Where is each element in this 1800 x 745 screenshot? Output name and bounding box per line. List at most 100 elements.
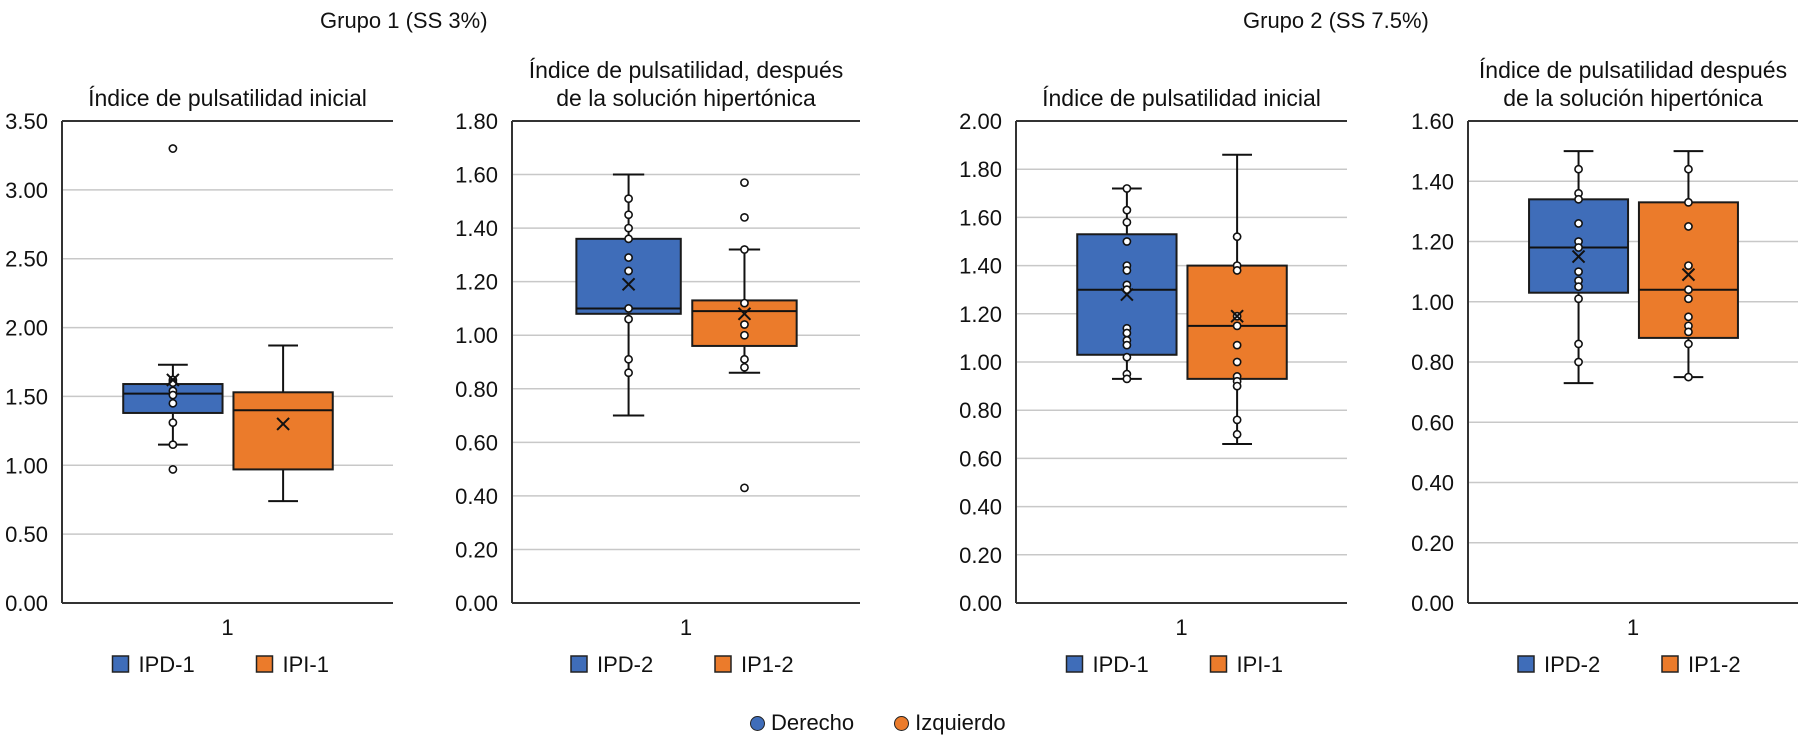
y-tick-label: 1.00 xyxy=(455,323,498,348)
legend-label: IPI-1 xyxy=(1237,652,1283,677)
x-tick-label: 1 xyxy=(680,615,692,640)
y-tick-label: 1.00 xyxy=(1411,290,1454,315)
data-point xyxy=(1574,164,1583,174)
data-point xyxy=(740,362,749,372)
legend-label-izquierdo: Izquierdo xyxy=(915,710,1006,735)
data-point xyxy=(1232,340,1242,350)
y-tick-label: 3.50 xyxy=(5,109,48,134)
y-tick-label: 0.00 xyxy=(959,591,1002,616)
y-tick-label: 1.40 xyxy=(1411,169,1454,194)
legend-swatch-ipd-1 xyxy=(1065,655,1084,673)
data-point xyxy=(624,304,633,313)
y-tick-label: 0.20 xyxy=(455,537,498,562)
group-2-title: Grupo 2 (SS 7.5%) xyxy=(1243,8,1429,33)
data-point xyxy=(168,390,178,400)
chart-title: Índice de pulsatilidad inicial xyxy=(1042,85,1321,111)
y-tick-label: 2.50 xyxy=(5,247,48,272)
legend-item-derecho: Derecho xyxy=(750,710,854,736)
y-tick-label: 2.00 xyxy=(5,316,48,341)
data-point xyxy=(1684,339,1693,349)
y-tick-label: 0.80 xyxy=(1411,350,1454,375)
data-point xyxy=(168,418,178,427)
y-tick-label: 2.00 xyxy=(959,109,1002,134)
data-point xyxy=(740,320,749,329)
y-tick-label: 0.80 xyxy=(959,398,1002,423)
data-point xyxy=(740,330,749,340)
mean-marker xyxy=(1230,309,1244,323)
y-tick-label: 0.60 xyxy=(959,446,1002,471)
data-point xyxy=(740,245,749,254)
data-point xyxy=(740,483,749,493)
data-point xyxy=(1574,219,1583,228)
data-point xyxy=(624,234,633,244)
mean-marker xyxy=(1571,249,1586,264)
data-point xyxy=(1122,266,1132,275)
y-tick-label: 0.60 xyxy=(455,430,498,455)
data-point xyxy=(1684,294,1693,304)
data-point xyxy=(1684,261,1693,270)
legend-label: IPI-1 xyxy=(283,652,329,677)
data-point xyxy=(1684,285,1693,295)
data-point xyxy=(168,440,178,450)
chart-title-line-1: Índice de pulsatilidad después xyxy=(1479,57,1787,83)
data-point xyxy=(1574,339,1583,349)
chart-title: Índice de pulsatilidad inicial xyxy=(88,85,367,111)
data-point xyxy=(1684,164,1693,174)
data-point xyxy=(624,194,633,204)
data-point xyxy=(168,465,178,474)
y-tick-label: 0.40 xyxy=(1411,471,1454,496)
y-tick-label: 1.00 xyxy=(5,453,48,478)
data-point xyxy=(1122,352,1132,362)
data-point xyxy=(740,298,749,308)
chart-title-line-1: Índice de pulsatilidad, después xyxy=(529,57,844,83)
x-tick-label: 1 xyxy=(1627,615,1639,640)
data-point xyxy=(1122,374,1132,384)
legend-label: IPD-1 xyxy=(1093,652,1149,677)
legend-label: IP1-2 xyxy=(741,652,794,677)
data-point xyxy=(624,314,633,324)
data-point xyxy=(1232,232,1242,242)
data-point xyxy=(1684,222,1693,231)
y-tick-label: 0.00 xyxy=(5,591,48,616)
data-point xyxy=(1232,321,1242,331)
legend-label: IPD-2 xyxy=(1544,652,1600,677)
mean-marker xyxy=(1681,267,1696,282)
legend-label: IPD-1 xyxy=(139,652,195,677)
y-tick-label: 1.20 xyxy=(959,302,1002,327)
y-tick-label: 1.00 xyxy=(959,350,1002,375)
legend-swatch-ip1-2 xyxy=(714,655,732,673)
y-tick-label: 1.80 xyxy=(959,157,1002,182)
data-point xyxy=(1122,184,1132,193)
y-tick-label: 1.20 xyxy=(455,270,498,295)
legend-item-izquierdo: Izquierdo xyxy=(894,710,1006,736)
box-ipi-1 xyxy=(232,391,334,471)
legend-swatch-ipd-2 xyxy=(570,655,588,673)
y-tick-label: 0.00 xyxy=(455,591,498,616)
mean-marker xyxy=(737,307,752,321)
group-1-title: Grupo 1 (SS 3%) xyxy=(320,8,488,33)
data-point xyxy=(1122,205,1132,215)
data-point xyxy=(624,266,633,276)
data-point xyxy=(1574,194,1583,204)
data-point xyxy=(1684,197,1693,207)
y-tick-label: 1.60 xyxy=(1411,109,1454,134)
y-tick-label: 0.00 xyxy=(1411,591,1454,616)
data-point xyxy=(624,354,633,364)
y-tick-label: 0.60 xyxy=(1411,410,1454,435)
box-plot-charts: 0.00 0.50 1.00 1.50 2.00 2.50 3.00 3.50 Índice d… xyxy=(5,57,1798,677)
mean-marker xyxy=(276,417,290,431)
x-tick-label: 1 xyxy=(221,615,233,640)
data-point xyxy=(1122,340,1132,350)
mean-marker xyxy=(621,277,636,292)
y-tick-label: 1.40 xyxy=(959,254,1002,279)
izquierdo-dot-icon xyxy=(894,715,910,731)
data-point xyxy=(1574,282,1583,292)
y-tick-label: 0.40 xyxy=(455,484,498,509)
data-point xyxy=(1574,357,1583,367)
derecho-dot-icon xyxy=(750,715,765,731)
legend-swatch-ipd-1 xyxy=(111,655,130,673)
data-point xyxy=(1684,372,1693,382)
data-point xyxy=(1574,243,1583,252)
legend-label: IP1-2 xyxy=(1688,652,1741,677)
legend-swatch-ipi-1 xyxy=(1209,655,1228,673)
